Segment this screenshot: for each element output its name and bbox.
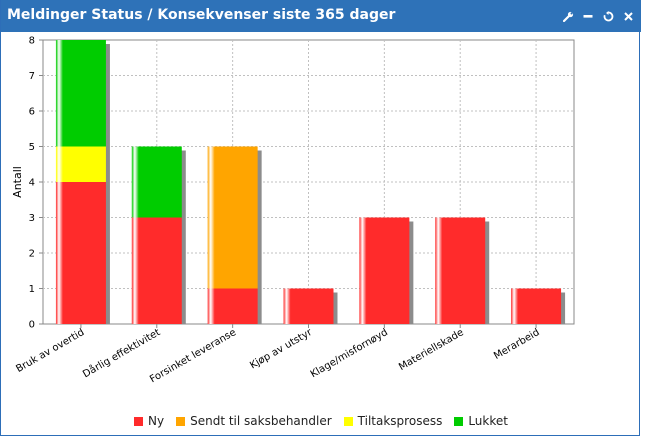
x-tick-label: Dårlig effektivitet <box>80 325 162 380</box>
legend-item[interactable]: Ny <box>134 414 164 428</box>
chart-legend: Ny Sendt til saksbehandler Tiltaksprosess L… <box>1 414 641 428</box>
y-axis-label: Antall <box>11 166 24 198</box>
x-tick-label: Kjøp av utstyr <box>248 327 315 372</box>
y-tick-label: 6 <box>29 107 35 118</box>
y-tick-label: 1 <box>29 284 35 295</box>
legend-swatch <box>454 416 464 426</box>
legend-label: Ny <box>148 414 165 428</box>
x-tick-label: Klage/misfornøyd <box>309 327 390 380</box>
bar-segment[interactable] <box>131 217 182 325</box>
x-tick-label: Bruk av overtid <box>14 327 86 375</box>
legend-label: Lukket <box>468 414 508 428</box>
y-tick-label: 7 <box>29 71 35 82</box>
y-tick-label: 8 <box>29 36 35 47</box>
legend-label: Sendt til saksbehandler <box>190 414 332 428</box>
y-tick-label: 3 <box>29 213 35 224</box>
bar-segment[interactable] <box>207 288 258 325</box>
bar-segment[interactable] <box>207 146 258 289</box>
bar-segment[interactable] <box>511 288 562 325</box>
x-tick-label: Materiellskade <box>397 327 466 373</box>
bar-segment[interactable] <box>283 288 334 325</box>
bar-segment[interactable] <box>55 182 106 324</box>
y-tick-label: 0 <box>29 320 35 331</box>
y-tick-label: 2 <box>29 249 35 260</box>
legend-item[interactable]: Tiltaksprosess <box>343 414 443 428</box>
minimize-icon[interactable] <box>581 7 595 25</box>
y-tick-label: 5 <box>29 142 35 153</box>
refresh-icon[interactable] <box>601 7 615 25</box>
legend-item[interactable]: Lukket <box>454 414 508 428</box>
legend-label: Tiltaksprosess <box>357 414 443 428</box>
legend-swatch <box>176 416 186 426</box>
wrench-icon[interactable] <box>561 7 575 25</box>
bar-segment[interactable] <box>131 146 182 218</box>
bar-segment[interactable] <box>435 217 486 325</box>
bar-segment[interactable] <box>55 146 106 183</box>
legend-swatch <box>343 416 353 426</box>
y-tick-label: 4 <box>29 178 35 189</box>
panel-header: Meldinger Status / Konsekvenser siste 36… <box>1 0 641 32</box>
panel-tools <box>561 6 635 26</box>
close-icon[interactable] <box>621 7 635 25</box>
legend-swatch <box>134 416 144 426</box>
bar-segment[interactable] <box>359 217 410 325</box>
x-tick-label: Merarbeid <box>492 327 541 362</box>
legend-item[interactable]: Sendt til saksbehandler <box>176 414 332 428</box>
panel-title: Meldinger Status / Konsekvenser siste 36… <box>7 7 396 23</box>
bar-segment[interactable] <box>55 40 106 147</box>
